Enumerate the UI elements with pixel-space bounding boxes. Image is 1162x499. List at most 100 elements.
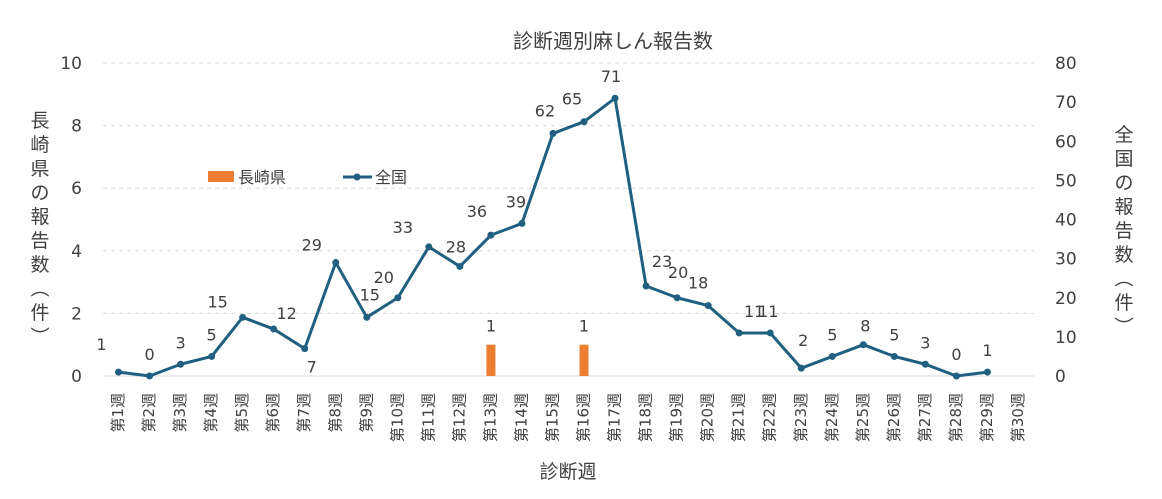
- right-tick-label: 10: [1055, 328, 1077, 348]
- line-point: [797, 364, 805, 372]
- bar: [486, 344, 496, 376]
- x-tick-label: 第19週: [668, 393, 686, 442]
- axis-title-char: ）: [1112, 316, 1134, 335]
- axis-title-char: 報: [30, 206, 49, 228]
- line-point: [363, 313, 371, 321]
- legend-bar-swatch: [208, 171, 234, 182]
- line-data-label: 15: [360, 285, 380, 304]
- x-tick-label: 第30週: [1009, 393, 1027, 442]
- bar-data-label: 1: [486, 317, 496, 336]
- x-tick-label: 第2週: [140, 393, 158, 433]
- legend-line-marker: [353, 173, 361, 181]
- x-axis-title: 診断週: [539, 461, 596, 483]
- line-point: [828, 352, 836, 360]
- axis-title-char: （: [28, 278, 50, 297]
- line-data-label: 0: [951, 345, 961, 364]
- line-data-label: 11: [744, 302, 764, 321]
- line-point: [456, 262, 464, 270]
- x-tick-label: 第21週: [730, 393, 748, 442]
- bar-data-label: 1: [579, 317, 589, 336]
- x-tick-label: 第16週: [575, 393, 593, 442]
- line-data-label: 5: [207, 325, 217, 344]
- line-point: [611, 94, 619, 102]
- x-tick-label: 第9週: [357, 393, 375, 433]
- line-point: [208, 352, 216, 360]
- right-tick-label: 40: [1055, 211, 1077, 231]
- line-data-label: 33: [393, 218, 413, 237]
- bar: [579, 344, 589, 376]
- line-data-label: 2: [798, 331, 808, 350]
- line-data-label: 18: [688, 274, 708, 293]
- line-point: [673, 294, 681, 302]
- x-tick-label: 第13週: [481, 393, 499, 442]
- line-point: [549, 129, 557, 137]
- line-data-label: 39: [506, 192, 526, 211]
- right-tick-label: 80: [1055, 54, 1077, 74]
- legend: 長崎県 全国: [208, 168, 407, 187]
- line-data-label: 8: [860, 317, 870, 336]
- line-point: [580, 118, 588, 126]
- x-tick-label: 第29週: [978, 393, 996, 442]
- national-series-line: [118, 96, 988, 378]
- line-point: [487, 231, 495, 239]
- left-tick-label: 6: [71, 179, 82, 199]
- right-tick-label: 70: [1055, 93, 1077, 113]
- axis-title-char: 崎: [30, 134, 49, 156]
- line-data-label: 7: [307, 358, 317, 377]
- axis-title-char: ）: [28, 326, 50, 345]
- left-tick-label: 2: [71, 304, 82, 324]
- x-axis-ticks: 第1週 第2週 第3週 第4週 第5週 第6週 第7週 第8週 第9週 第10週 第11週 第12週第…: [109, 393, 1027, 442]
- axis-title-char: の: [30, 182, 49, 204]
- axis-title-char: 告: [1114, 220, 1133, 242]
- line-data-label: 5: [889, 325, 899, 344]
- line-data-label: 20: [668, 263, 688, 282]
- x-tick-label: 第22週: [761, 393, 779, 442]
- line-point: [952, 372, 960, 380]
- line-point: [642, 282, 650, 290]
- line-data-label: 12: [277, 304, 297, 323]
- left-axis-ticks: 0 2 4 6 8 10: [60, 54, 82, 387]
- legend-label-nagasaki: 長崎県: [238, 168, 286, 187]
- x-tick-label: 第17週: [606, 393, 624, 442]
- right-tick-label: 60: [1055, 132, 1077, 152]
- line-point: [394, 294, 402, 302]
- line-data-label: 71: [601, 67, 621, 86]
- x-tick-label: 第7週: [295, 393, 313, 433]
- line-data-label: 5: [827, 325, 837, 344]
- axis-title-char: 全: [1114, 124, 1133, 146]
- x-tick-label: 第26週: [885, 393, 903, 442]
- line-data-label: 20: [374, 268, 394, 287]
- left-tick-label: 8: [71, 117, 82, 137]
- line-point: [146, 372, 154, 380]
- line-point: [332, 259, 340, 267]
- line-data-label: 15: [207, 292, 227, 311]
- line-point: [115, 368, 123, 376]
- line-data-label: 0: [144, 345, 154, 364]
- line-point: [301, 345, 309, 353]
- left-tick-label: 0: [71, 367, 82, 387]
- left-tick-label: 4: [71, 242, 82, 262]
- line-data-label: 3: [920, 333, 930, 352]
- line-point: [518, 219, 526, 227]
- line-point: [859, 341, 867, 349]
- line-data-label: 28: [446, 237, 466, 256]
- line-point: [766, 329, 774, 337]
- line-point: [239, 313, 247, 321]
- right-axis-ticks: 0 10 20 30 40 50 60 70 80: [1055, 54, 1077, 387]
- line-point: [704, 302, 712, 310]
- right-tick-label: 20: [1055, 289, 1077, 309]
- line-point: [921, 360, 929, 368]
- line-data-label: 11: [758, 302, 778, 321]
- x-tick-label: 第20週: [699, 393, 717, 442]
- axis-title-char: 件: [1114, 292, 1133, 314]
- x-tick-label: 第11週: [419, 393, 437, 442]
- x-tick-label: 第6週: [264, 393, 282, 433]
- chart-title: 診断週別麻しん報告数: [513, 29, 713, 53]
- gridlines: [103, 62, 1034, 377]
- left-tick-label: 10: [60, 54, 82, 74]
- axis-title-char: 数: [30, 254, 49, 276]
